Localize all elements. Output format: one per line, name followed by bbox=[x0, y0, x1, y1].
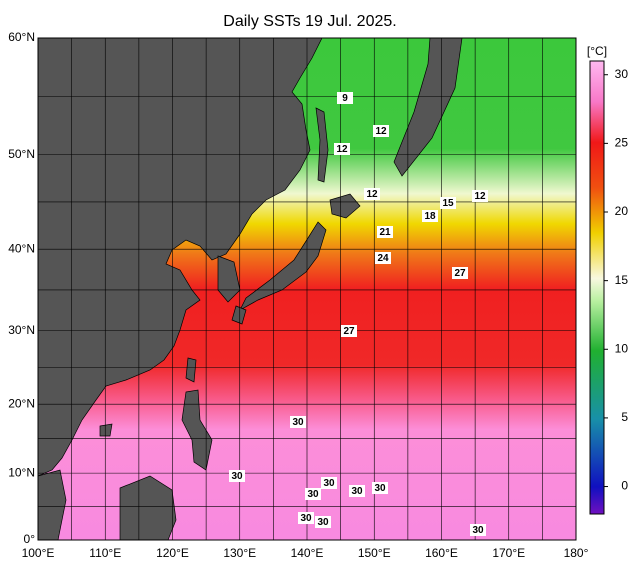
kamchatka bbox=[393, 38, 463, 177]
x-tick-label: 120°E bbox=[156, 546, 189, 560]
korea bbox=[217, 255, 241, 303]
x-tick-label: 180° bbox=[564, 546, 589, 560]
contour-label: 30 bbox=[472, 525, 484, 536]
contour-label-box bbox=[229, 470, 245, 482]
contour-label-box bbox=[305, 488, 321, 500]
contour-label-box bbox=[315, 516, 331, 528]
contour-label-box bbox=[334, 143, 350, 155]
map-frame bbox=[37, 37, 577, 541]
contour-label: 30 bbox=[307, 489, 319, 500]
colorbar-tick-label: 5 bbox=[621, 410, 628, 424]
contour-label-box bbox=[470, 524, 486, 536]
contour-label: 15 bbox=[442, 198, 454, 209]
contour-labels: 9 12 12 12 12 15 18 21 24 27 27 30 30 30 30 30 30 30 30 30 bbox=[229, 92, 488, 536]
colorbar-tick-label: 10 bbox=[615, 341, 629, 355]
borneo bbox=[119, 475, 177, 540]
colorbar-unit: [°C] bbox=[587, 44, 607, 58]
colorbar-tick-label: 25 bbox=[615, 136, 629, 150]
contour-label: 12 bbox=[375, 126, 387, 137]
contour-label: 18 bbox=[424, 211, 436, 222]
contour-label: 9 bbox=[342, 93, 348, 104]
contour-label: 21 bbox=[379, 227, 391, 238]
contour-label: 12 bbox=[336, 144, 348, 155]
taiwan bbox=[185, 357, 197, 383]
contour-label-box bbox=[440, 197, 456, 209]
y-tick-label: 60°N bbox=[8, 30, 35, 44]
colorbar bbox=[589, 60, 605, 515]
colorbar-tick-label: 20 bbox=[615, 204, 629, 218]
x-tick-label: 110°E bbox=[89, 546, 121, 560]
contour-label-box bbox=[321, 477, 337, 489]
sakhalin bbox=[315, 107, 329, 183]
contour-label-box bbox=[375, 252, 391, 264]
contour-label: 30 bbox=[323, 478, 335, 489]
y-tick-label: 20°N bbox=[8, 396, 35, 410]
contour-label-box bbox=[422, 210, 438, 222]
contour-label-box bbox=[364, 188, 380, 200]
contour-label: 12 bbox=[474, 191, 486, 202]
contour-label-box bbox=[290, 416, 306, 428]
x-tick-label: 140°E bbox=[291, 546, 324, 560]
x-tick-label: 170°E bbox=[492, 546, 525, 560]
axes: 100°E 110°E 120°E 130°E 140°E 150°E 160°E 170°E… bbox=[8, 30, 628, 560]
contour-label: 30 bbox=[292, 417, 304, 428]
colorbar-tick-label: 0 bbox=[621, 479, 628, 493]
contour-label-box bbox=[377, 226, 393, 238]
contour-label: 30 bbox=[231, 471, 243, 482]
map-area: 9 12 12 12 12 15 18 21 24 27 27 30 30 30 30 30 30 30 30 30 bbox=[38, 38, 576, 540]
hainan bbox=[99, 423, 113, 437]
contour-label: 24 bbox=[377, 253, 389, 264]
x-tick-label: 150°E bbox=[358, 546, 391, 560]
contour-label-box bbox=[373, 125, 389, 137]
hokkaido bbox=[329, 193, 361, 219]
contour-label: 30 bbox=[317, 517, 329, 528]
malay-peninsula bbox=[38, 469, 67, 540]
colorbar-tick-label: 30 bbox=[615, 67, 629, 81]
kyushu bbox=[231, 305, 247, 325]
contour-label-box bbox=[298, 512, 314, 524]
contour-label-box bbox=[341, 325, 357, 337]
contour-label-box bbox=[452, 267, 468, 279]
contour-label: 30 bbox=[374, 483, 386, 494]
title: Daily SSTs 19 Jul. 2025. bbox=[223, 13, 396, 30]
y-tick-label: 10°N bbox=[8, 465, 35, 479]
y-tick-label: 30°N bbox=[8, 323, 35, 337]
contour-label: 30 bbox=[300, 513, 312, 524]
y-tick-label: 0° bbox=[24, 532, 36, 546]
contour-label: 27 bbox=[454, 268, 466, 279]
contour-label-box bbox=[372, 482, 388, 494]
contour-label-box bbox=[337, 92, 353, 104]
contour-label-box bbox=[349, 485, 365, 497]
contour-label: 30 bbox=[351, 486, 363, 497]
x-tick-label: 160°E bbox=[425, 546, 458, 560]
y-tick-label: 40°N bbox=[8, 241, 35, 255]
honshu bbox=[239, 221, 327, 311]
contour-label: 12 bbox=[366, 189, 378, 200]
x-tick-label: 130°E bbox=[223, 546, 256, 560]
y-tick-label: 50°N bbox=[8, 147, 35, 161]
contour-label-box bbox=[472, 190, 488, 202]
colorbar-tick-label: 15 bbox=[615, 273, 629, 287]
contour-label: 27 bbox=[343, 326, 355, 337]
x-tick-label: 100°E bbox=[22, 546, 55, 560]
asia-mainland bbox=[38, 38, 323, 477]
